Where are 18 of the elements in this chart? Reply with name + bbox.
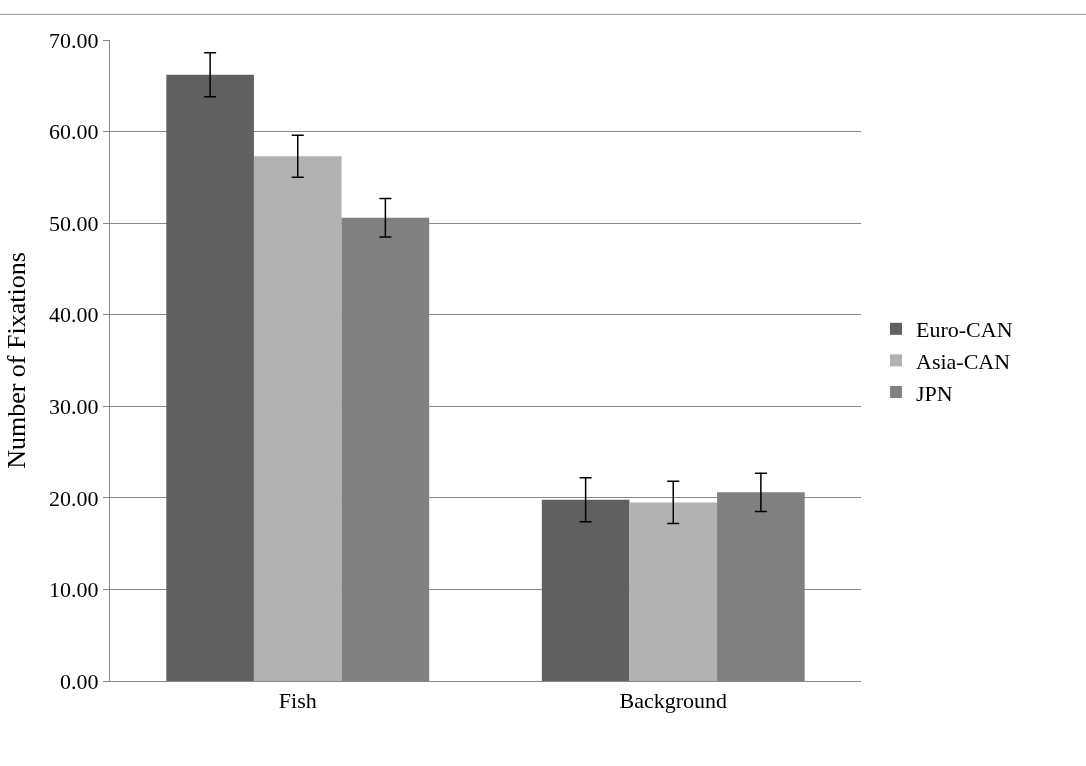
x-tick-label: Background bbox=[619, 688, 728, 714]
legend-label: Asia-CAN bbox=[916, 348, 1011, 374]
y-tick-label: 30.00 bbox=[49, 393, 99, 419]
y-tick-label: 0.00 bbox=[60, 668, 99, 694]
y-tick-label: 10.00 bbox=[49, 577, 99, 603]
x-tick-label: Fish bbox=[278, 688, 317, 714]
legend-label: JPN bbox=[916, 380, 953, 406]
bar bbox=[253, 156, 342, 681]
y-tick-label: 50.00 bbox=[49, 210, 99, 236]
bar bbox=[166, 74, 254, 681]
legend-label: Euro-CAN bbox=[916, 317, 1013, 343]
y-tick-label: 40.00 bbox=[49, 302, 99, 328]
bar bbox=[541, 499, 630, 681]
y-axis-title: Number of Fixations bbox=[2, 252, 32, 469]
y-tick-label: 20.00 bbox=[49, 485, 99, 511]
y-tick-label: 70.00 bbox=[49, 27, 99, 53]
bar bbox=[629, 502, 718, 681]
y-tick-label: 60.00 bbox=[49, 119, 99, 145]
